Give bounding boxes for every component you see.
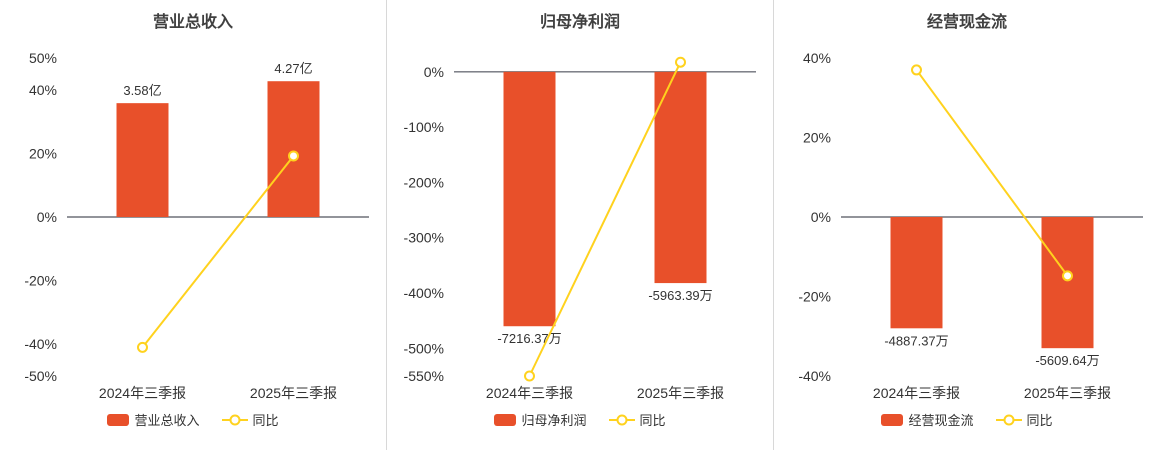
bar-value-label: -7216.37万: [497, 331, 561, 346]
y-tick-label: 20%: [803, 130, 831, 146]
chart-panel-net-profit: 归母净利润 0% -100% -200% -300% -400% -500% -550% -7…: [386, 0, 773, 450]
y-tick-label: 40%: [803, 50, 831, 66]
y-tick-label: -40%: [798, 368, 831, 384]
chart-title-revenue: 营业总收入: [152, 14, 233, 31]
bar-series-swatch-icon: [494, 413, 517, 426]
y-tick-label: -100%: [404, 119, 444, 135]
bar-value-label: -5609.64万: [1035, 353, 1099, 368]
legend-bar-series[interactable]: 经营现金流: [881, 410, 974, 429]
y-tick-label: -20%: [798, 289, 831, 305]
bar-value-label: -4887.37万: [884, 333, 948, 348]
bar-2024年三季报[interactable]: [116, 103, 169, 217]
chart-panel-revenue: 营业总收入 50% 40% 20% 0% -20% -40% -50% 3.58亿 4.27亿 2…: [0, 0, 386, 450]
net-profit-chart: 0% -100% -200% -300% -400% -500% -550% -7216.37…: [404, 56, 756, 401]
legend-line-series[interactable]: 同比: [221, 410, 279, 429]
y-tick-label: -50%: [24, 368, 57, 384]
chart-panel-cashflow: 经营现金流 40% 20% 0% -20% -40% -4887.37万 -5609.64万…: [773, 0, 1160, 450]
chart-title-cashflow: 经营现金流: [926, 14, 1007, 31]
bar-series-swatch-icon: [107, 413, 130, 426]
yoy-line-point[interactable]: [524, 370, 535, 382]
yoy-line-point[interactable]: [675, 56, 686, 68]
bar-series-swatch-icon: [881, 413, 904, 426]
chart-legend: 归母净利润 同比: [494, 410, 666, 429]
y-tick-label: -400%: [404, 285, 444, 301]
bar-value-label: -5963.39万: [648, 288, 712, 303]
yoy-line-point[interactable]: [288, 150, 299, 162]
y-tick-label: -500%: [404, 340, 444, 356]
y-tick-label: 40%: [29, 82, 57, 98]
y-tick-label: 20%: [29, 145, 57, 161]
y-tick-label: 0%: [424, 64, 444, 80]
bar-2024年三季报[interactable]: [503, 71, 556, 327]
yoy-line: [141, 155, 295, 348]
yoy-line-point[interactable]: [137, 341, 148, 353]
yoy-line-point[interactable]: [1062, 270, 1073, 282]
y-tick-label: -300%: [404, 230, 444, 246]
y-tick-label: 50%: [29, 50, 57, 66]
legend-line-label: 同比: [639, 413, 666, 428]
bar-2025年三季报[interactable]: [1041, 217, 1094, 349]
bar-2024年三季报[interactable]: [890, 217, 943, 329]
y-tick-label: -40%: [24, 336, 57, 352]
line-series-marker-icon: [608, 414, 635, 426]
category-label: 2025年三季报: [250, 385, 337, 401]
chart-title-net-profit: 归母净利润: [539, 14, 620, 31]
legend-bar-label: 归母净利润: [521, 413, 587, 428]
legend-bar-label: 营业总收入: [134, 413, 200, 428]
category-label: 2024年三季报: [486, 385, 573, 401]
cashflow-chart: 40% 20% 0% -20% -40% -4887.37万 -5609.64万 2024年三…: [798, 50, 1143, 401]
line-series-marker-icon: [995, 414, 1022, 426]
yoy-line: [915, 69, 1069, 277]
legend-bar-label: 经营现金流: [908, 413, 974, 428]
legend-line-label: 同比: [252, 413, 279, 428]
line-series-marker-icon: [221, 414, 248, 426]
bar-value-label: 4.27亿: [274, 61, 312, 76]
category-label: 2024年三季报: [99, 385, 186, 401]
yoy-line: [528, 61, 682, 377]
category-label: 2025年三季报: [1024, 385, 1111, 401]
legend-line-series[interactable]: 同比: [995, 410, 1053, 429]
legend-line-series[interactable]: 同比: [608, 410, 666, 429]
legend-bar-series[interactable]: 营业总收入: [107, 410, 200, 429]
y-tick-label: -20%: [24, 273, 57, 289]
y-tick-label: -550%: [404, 368, 444, 384]
bar-2025年三季报[interactable]: [267, 81, 320, 217]
y-tick-label: 0%: [811, 209, 831, 225]
y-tick-label: 0%: [37, 209, 57, 225]
revenue-chart: 50% 40% 20% 0% -20% -40% -50% 3.58亿 4.27亿 2024年三季…: [24, 50, 369, 401]
y-tick-label: -200%: [404, 174, 444, 190]
bar-2025年三季报[interactable]: [654, 71, 707, 284]
category-label: 2025年三季报: [637, 385, 724, 401]
legend-bar-series[interactable]: 归母净利润: [494, 410, 587, 429]
chart-legend: 经营现金流 同比: [881, 410, 1053, 429]
category-label: 2024年三季报: [873, 385, 960, 401]
legend-line-label: 同比: [1026, 413, 1053, 428]
yoy-line-point[interactable]: [911, 64, 922, 76]
chart-legend: 营业总收入 同比: [107, 410, 279, 429]
bar-value-label: 3.58亿: [123, 83, 161, 98]
